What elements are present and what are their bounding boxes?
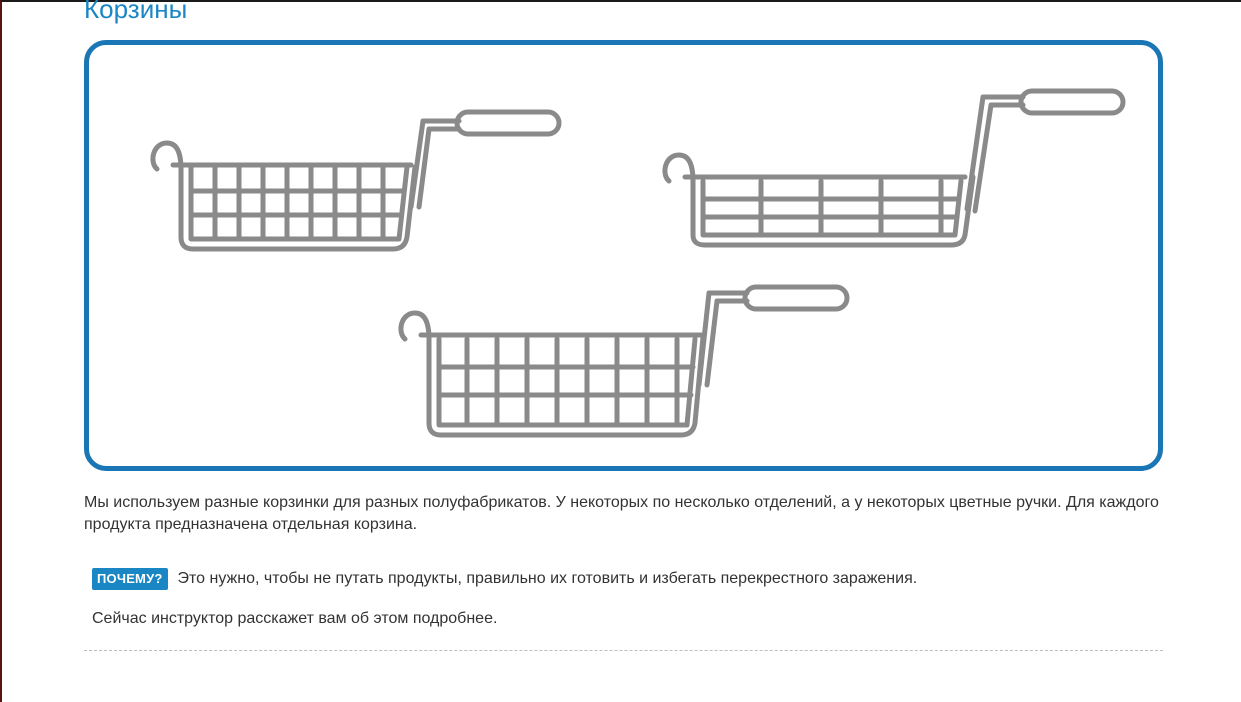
baskets-illustration-card xyxy=(84,40,1163,471)
page-title: Корзины xyxy=(84,0,188,24)
basket-single-compartment-icon xyxy=(149,107,569,257)
description-paragraph: Мы используем разные корзинки для разных… xyxy=(84,494,1159,533)
why-badge: ПОЧЕМУ? xyxy=(92,568,168,590)
why-callout: ПОЧЕМУ? Это нужно, чтобы не путать проду… xyxy=(92,568,917,590)
section-divider xyxy=(84,650,1163,651)
instructor-note: Сейчас инструктор расскажет вам об этом … xyxy=(92,610,498,627)
basket-two-compartment-icon xyxy=(661,88,1131,259)
basket-wide-icon xyxy=(397,284,857,445)
why-text: Это нужно, чтобы не путать продукты, пра… xyxy=(177,570,918,587)
